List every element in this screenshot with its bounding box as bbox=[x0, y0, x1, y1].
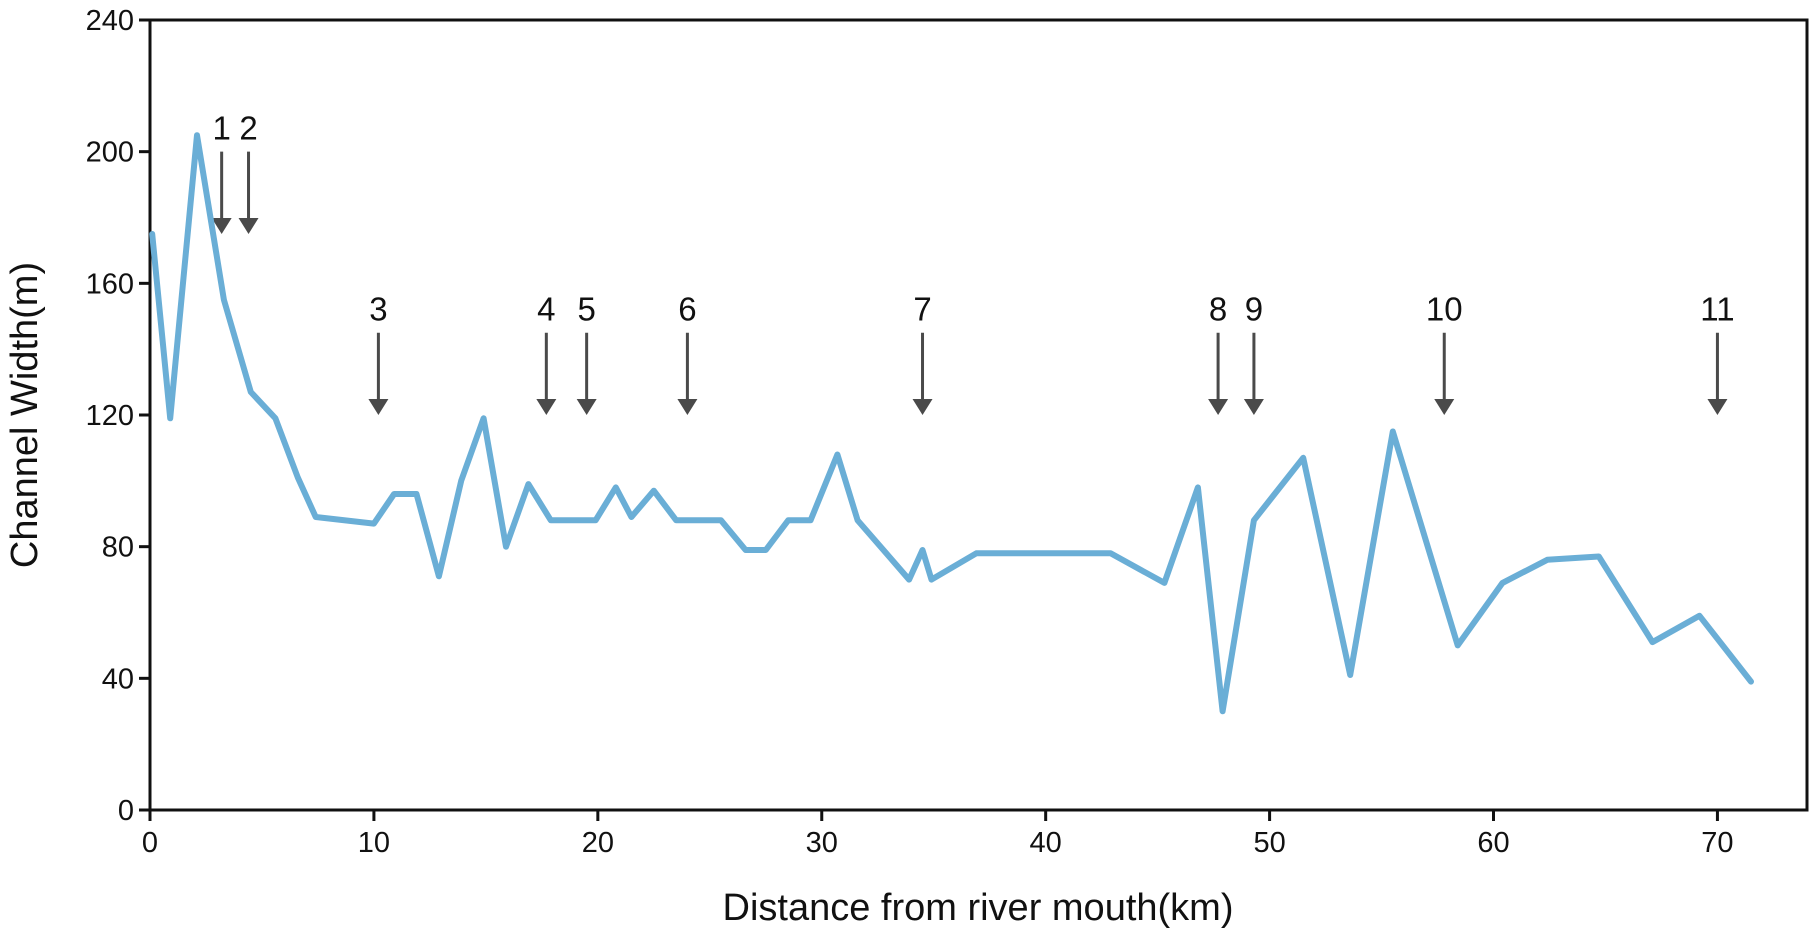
marker-arrow-head bbox=[912, 399, 933, 415]
x-tick-label: 20 bbox=[582, 827, 614, 859]
x-axis-title: Distance from river mouth(km) bbox=[723, 887, 1234, 929]
x-tick-label: 10 bbox=[358, 827, 390, 859]
marker-1: 1 bbox=[211, 110, 232, 234]
x-tick-label: 30 bbox=[806, 827, 838, 859]
marker-arrow-head bbox=[211, 217, 232, 234]
sampling-markers: 1 23 4 5 6 7 8 9 10 11 bbox=[211, 110, 1735, 415]
marker-label: 2 bbox=[239, 110, 257, 147]
x-tick-label: 0 bbox=[142, 827, 158, 859]
marker-7: 7 bbox=[912, 291, 933, 415]
y-tick-label: 0 bbox=[118, 795, 134, 827]
marker-arrow-head bbox=[1243, 399, 1264, 415]
y-tick-label: 200 bbox=[86, 137, 134, 169]
marker-5: 5 bbox=[576, 291, 597, 415]
marker-9: 9 bbox=[1243, 291, 1264, 415]
x-axis-ticks: 0 10 20 30 40 50 60 70 bbox=[142, 810, 1734, 859]
x-tick-label: 40 bbox=[1030, 827, 1062, 859]
marker-label: 1 bbox=[212, 110, 230, 147]
x-tick-label: 60 bbox=[1477, 827, 1509, 859]
plot-frame bbox=[148, 18, 1809, 812]
marker-8: 8 bbox=[1208, 291, 1229, 415]
y-tick-label: 40 bbox=[102, 663, 134, 695]
channel-width-series-line bbox=[149, 132, 1754, 715]
marker-label: 6 bbox=[678, 291, 696, 328]
marker-arrow-head bbox=[368, 399, 389, 415]
y-axis-title: Channel Width(m) bbox=[4, 262, 46, 568]
marker-arrow-head bbox=[677, 399, 698, 415]
marker-6: 6 bbox=[677, 291, 698, 415]
marker-4: 4 bbox=[536, 291, 557, 415]
marker-label: 11 bbox=[1700, 291, 1734, 328]
x-tick-label: 70 bbox=[1701, 827, 1733, 859]
marker-arrow-head bbox=[1707, 399, 1728, 415]
marker-3: 3 bbox=[368, 291, 389, 415]
marker-arrow-head bbox=[1434, 399, 1455, 415]
marker-2: 2 bbox=[238, 110, 259, 234]
marker-arrow-head bbox=[536, 399, 557, 415]
marker-11: 11 bbox=[1700, 291, 1735, 415]
marker-arrow-head bbox=[1208, 399, 1229, 415]
marker-arrow-head bbox=[238, 217, 259, 234]
marker-label: 9 bbox=[1245, 291, 1263, 328]
y-tick-label: 160 bbox=[86, 268, 134, 300]
marker-label: 10 bbox=[1426, 291, 1463, 328]
y-tick-label: 80 bbox=[102, 532, 134, 564]
marker-arrow-head bbox=[576, 399, 597, 415]
x-tick-label: 50 bbox=[1253, 827, 1285, 859]
marker-label: 7 bbox=[913, 291, 931, 328]
y-axis-ticks: 0 40 80 120 160 200 240 bbox=[86, 5, 150, 827]
marker-label: 8 bbox=[1209, 291, 1227, 328]
marker-label: 5 bbox=[577, 291, 595, 328]
marker-label: 3 bbox=[369, 291, 387, 328]
marker-10: 10 bbox=[1426, 291, 1463, 415]
marker-label: 4 bbox=[537, 291, 555, 328]
y-tick-label: 120 bbox=[86, 400, 134, 432]
y-tick-label: 240 bbox=[86, 5, 134, 37]
